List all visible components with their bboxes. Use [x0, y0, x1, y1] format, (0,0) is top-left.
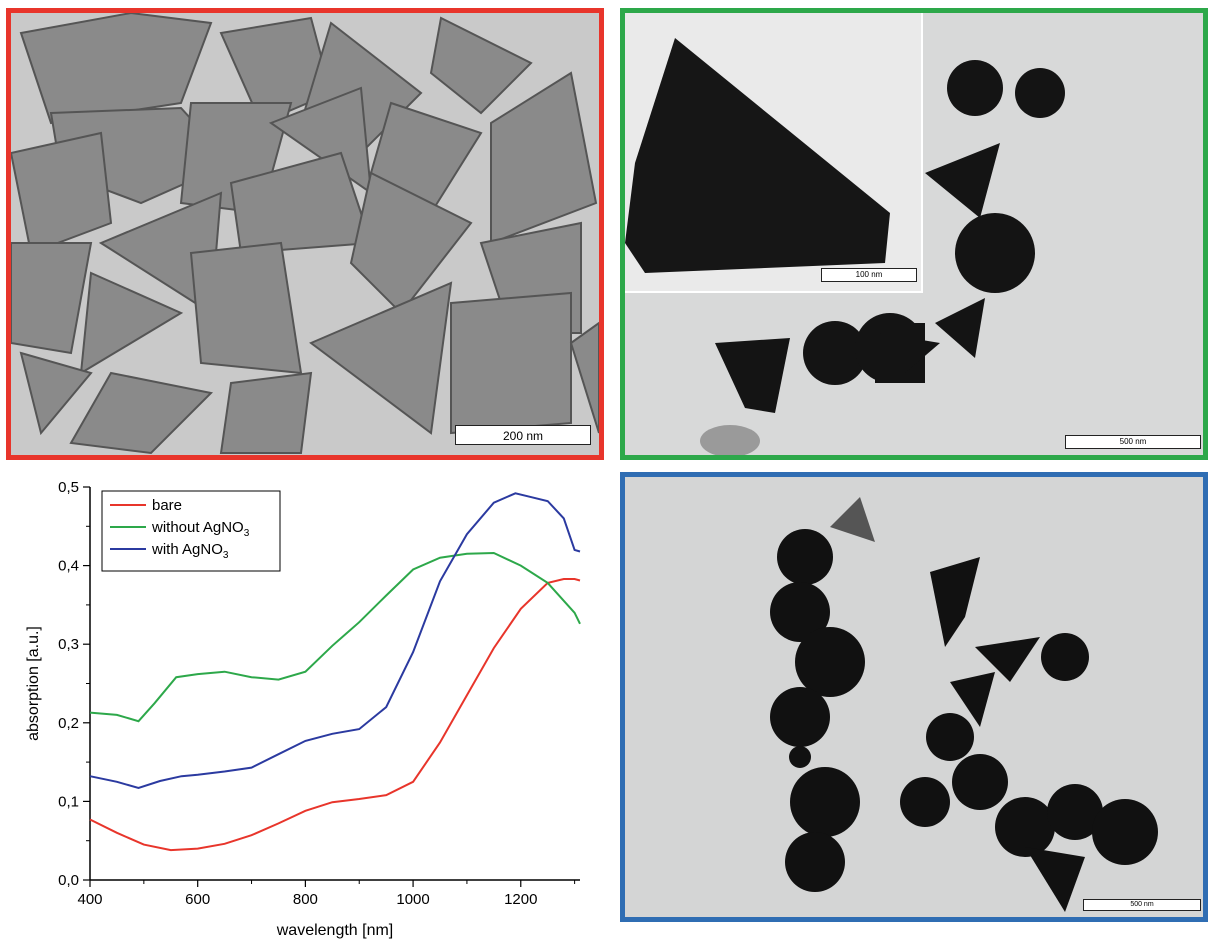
tem-panel-without-agno3: 100 nm 500 nm	[620, 8, 1208, 460]
x-axis-label: wavelength [nm]	[276, 922, 394, 939]
x-tick-label: 400	[77, 891, 102, 908]
inset-triangle	[625, 38, 890, 273]
scale-bar: 200 nm	[455, 425, 591, 445]
tem-image-particles	[770, 497, 1158, 912]
chart-svg: 400 600 800 1000 1200 0,0 0,1 0,2 0,3 0,4 0,5 wavel…	[25, 479, 581, 939]
legend-label: bare	[152, 497, 182, 514]
tem-image-prisms	[11, 13, 599, 455]
inset-scale-bar: 100 nm	[821, 268, 917, 282]
absorption-chart: 400 600 800 1000 1200 0,0 0,1 0,2 0,3 0,4 0,5 wavel…	[0, 470, 604, 945]
x-tick-label: 1000	[396, 891, 429, 908]
series-line-1	[89, 578, 581, 852]
y-tick-label: 0,1	[58, 793, 79, 810]
inset-image: 100 nm	[625, 13, 923, 293]
y-axis-label: absorption [a.u.]	[25, 626, 42, 741]
y-tick-label: 0,2	[58, 715, 79, 732]
tem-image-particles	[700, 60, 1065, 455]
series-line-3	[89, 492, 581, 790]
legend-label: with AgNO3	[151, 541, 229, 561]
legend-label: without AgNO3	[151, 519, 250, 539]
x-tick-label: 1200	[504, 891, 537, 908]
scale-bar: 500 nm	[1065, 435, 1201, 449]
tem-panel-with-agno3: 500 nm	[620, 472, 1208, 922]
y-tick-label: 0,0	[58, 872, 79, 889]
y-tick-label: 0,3	[58, 636, 79, 653]
x-tick-label: 800	[293, 891, 318, 908]
x-tick-label: 600	[185, 891, 210, 908]
y-tick-label: 0,5	[58, 479, 79, 496]
scale-bar: 500 nm	[1083, 899, 1201, 911]
y-tick-label: 0,4	[58, 558, 79, 575]
series-line-2	[89, 551, 581, 723]
tem-panel-bare: 200 nm	[6, 8, 604, 460]
